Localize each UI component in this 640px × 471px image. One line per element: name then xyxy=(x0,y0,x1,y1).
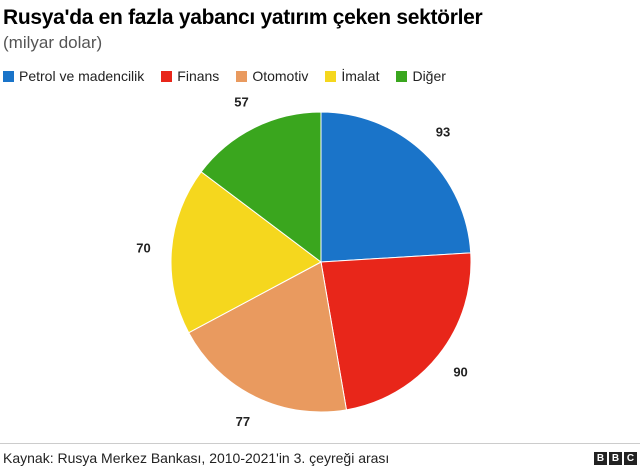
legend-item-finans: Finans xyxy=(161,68,219,84)
legend-item-diger: Diğer xyxy=(396,68,446,84)
chart-title: Rusya'da en fazla yabancı yatırım çeken … xyxy=(3,6,483,29)
chart-subtitle: (milyar dolar) xyxy=(3,33,103,52)
pie-label-imalat: 70 xyxy=(136,240,150,255)
legend-swatch-finans xyxy=(161,70,173,82)
pie-label-otomotiv: 77 xyxy=(236,414,250,429)
pie-slice-finans xyxy=(320,252,472,411)
bbc-logo-letter-2: B xyxy=(609,452,622,465)
chart-legend: Petrol ve madencilik Finans Otomotiv İma… xyxy=(3,68,463,84)
footer-divider xyxy=(0,443,640,444)
legend-label-diger: Diğer xyxy=(412,68,446,84)
bbc-logo-letter-1: B xyxy=(594,452,607,465)
legend-item-otomotiv: Otomotiv xyxy=(236,68,308,84)
pie-slice-imalat xyxy=(170,171,322,334)
pie-slice-petrol xyxy=(320,111,472,263)
pie-label-finans: 90 xyxy=(453,364,467,379)
legend-label-finans: Finans xyxy=(177,68,220,84)
pie-label-petrol: 93 xyxy=(436,124,450,139)
pie-slice-diger xyxy=(200,111,322,264)
pie-slice-otomotiv xyxy=(188,261,348,413)
legend-swatch-diger xyxy=(396,70,408,82)
bbc-logo-letter-3: C xyxy=(624,452,637,465)
legend-item-petrol: Petrol ve madencilik xyxy=(3,68,144,84)
bbc-logo: B B C xyxy=(592,452,637,465)
pie-label-diger: 57 xyxy=(234,95,248,110)
legend-swatch-otomotiv xyxy=(236,70,248,82)
legend-item-imalat: İmalat xyxy=(325,68,379,84)
legend-swatch-petrol xyxy=(3,70,14,82)
legend-swatch-imalat xyxy=(325,70,337,82)
source-note: Kaynak: Rusya Merkez Bankası, 2010-2021'… xyxy=(3,450,390,466)
legend-label-petrol: Petrol ve madencilik xyxy=(19,68,145,84)
legend-label-otomotiv: Otomotiv xyxy=(252,68,309,84)
legend-label-imalat: İmalat xyxy=(341,68,380,84)
